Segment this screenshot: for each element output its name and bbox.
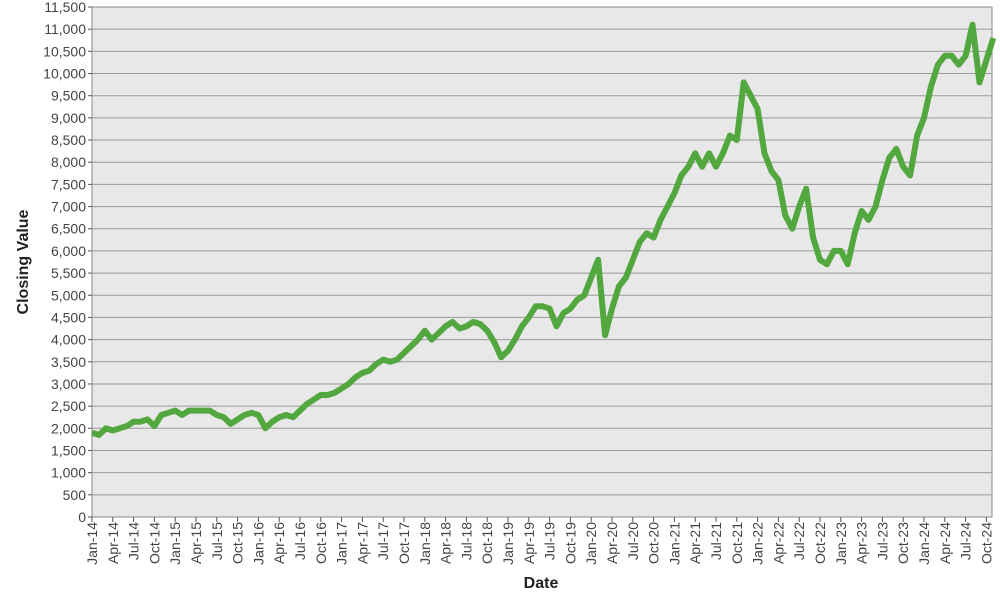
y-tick-label: 5,500 (51, 265, 86, 281)
x-tick-label: Jul-19 (542, 522, 558, 560)
y-tick-label: 9,500 (51, 88, 86, 104)
x-tick-label: Apr-22 (770, 522, 786, 564)
x-tick-label: Apr-21 (687, 522, 703, 564)
x-tick-label: Apr-16 (271, 522, 287, 564)
plot-area (91, 6, 993, 518)
y-tick-label: 2,500 (51, 398, 86, 414)
x-tick-label: Oct-15 (230, 522, 246, 564)
y-tick-label: 5,000 (51, 287, 86, 303)
y-tick-label: 3,000 (51, 376, 86, 392)
y-tick-label: 11,500 (44, 0, 86, 15)
y-tick-label: 11,000 (44, 21, 86, 37)
x-tick-label: Oct-19 (562, 522, 578, 564)
y-tick-label: 1,000 (51, 465, 86, 481)
x-tick-label: Jan-19 (500, 522, 516, 565)
x-tick-label: Jan-22 (750, 522, 766, 565)
x-tick-label: Apr-15 (188, 522, 204, 564)
x-tick-label: Jul-24 (958, 522, 974, 560)
y-tick-label: 8,500 (51, 132, 86, 148)
x-tick-label: Apr-19 (521, 522, 537, 564)
x-tick-label: Jul-22 (791, 522, 807, 560)
x-tick-label: Apr-24 (937, 522, 953, 564)
y-tick-label: 6,000 (51, 243, 86, 259)
x-tick-label: Oct-16 (313, 522, 329, 564)
x-tick-label: Jul-16 (292, 522, 308, 560)
x-tick-label: Jan-23 (833, 522, 849, 565)
x-tick-label: Jan-15 (167, 522, 183, 565)
x-tick-label: Jul-20 (625, 522, 641, 560)
x-tick-label: Jan-17 (334, 522, 350, 565)
x-tick-label: Jul-18 (458, 522, 474, 560)
y-tick-label: 4,000 (51, 332, 86, 348)
x-tick-label: Jul-14 (126, 522, 142, 560)
x-tick-label: Apr-14 (105, 522, 121, 564)
y-tick-label: 4,500 (51, 309, 86, 325)
y-tick-label: 7,000 (51, 199, 86, 215)
x-tick-label: Oct-20 (646, 522, 662, 564)
x-tick-label: Apr-17 (354, 522, 370, 564)
x-tick-label: Apr-20 (604, 522, 620, 564)
x-tick-label: Oct-22 (812, 522, 828, 564)
y-tick-label: 0 (78, 509, 86, 525)
series-line (91, 21, 997, 438)
y-tick-label: 10,500 (43, 43, 86, 59)
y-tick-label: 2,000 (51, 420, 86, 436)
x-tick-label: Oct-21 (729, 522, 745, 564)
x-axis-label: Date (524, 575, 559, 592)
y-tick-label: 1,500 (51, 442, 86, 458)
y-tick-label: 8,000 (51, 154, 86, 170)
x-tick-label: Oct-17 (396, 522, 412, 564)
y-tick-label: 500 (63, 487, 87, 503)
x-tick-label: Oct-24 (978, 522, 994, 564)
x-tick-label: Jan-20 (583, 522, 599, 565)
y-tick-label: 7,500 (51, 176, 86, 192)
x-tick-label: Jul-15 (209, 522, 225, 560)
y-axis-label: Closing Value (15, 209, 32, 314)
y-tick-label: 9,000 (51, 110, 86, 126)
y-tick-label: 3,500 (51, 354, 86, 370)
x-tick-label: Oct-23 (895, 522, 911, 564)
x-tick-label: Oct-18 (479, 522, 495, 564)
y-tick-label: 10,000 (43, 66, 86, 82)
x-tick-label: Apr-18 (438, 522, 454, 564)
y-tick-label: 6,500 (51, 221, 86, 237)
x-tick-label: Jul-23 (874, 522, 890, 560)
x-tick-label: Jan-18 (417, 522, 433, 565)
x-tick-label: Jan-21 (666, 522, 682, 565)
x-tick-label: Jul-21 (708, 522, 724, 560)
x-tick-label: Jul-17 (375, 522, 391, 560)
x-tick-label: Oct-14 (146, 522, 162, 564)
x-tick-label: Jan-24 (916, 522, 932, 565)
x-tick-label: Jan-14 (84, 522, 100, 565)
x-tick-label: Jan-16 (250, 522, 266, 565)
x-tick-label: Apr-23 (854, 522, 870, 564)
